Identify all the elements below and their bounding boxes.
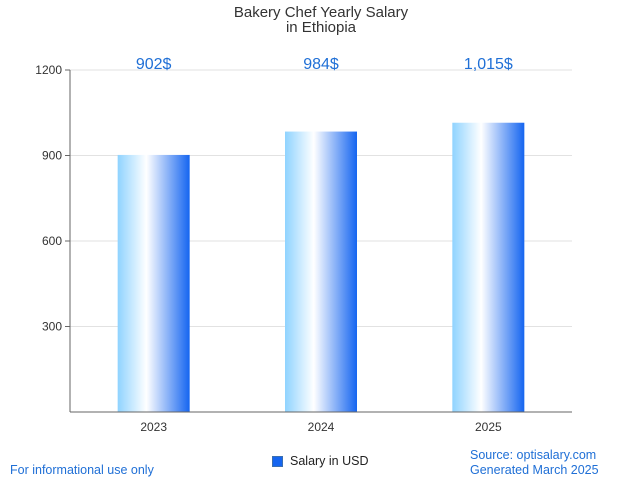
bar-2025 bbox=[452, 122, 525, 412]
chart-title-line-1: Bakery Chef Yearly Salary bbox=[234, 4, 409, 21]
legend-swatch bbox=[272, 455, 283, 467]
x-tick-label-2025: 2025 bbox=[475, 420, 502, 434]
legend-label: Salary in USD bbox=[290, 454, 369, 468]
source-text: Source: optisalary.com bbox=[470, 448, 597, 462]
data-label-2023: 902$ bbox=[136, 56, 172, 73]
source-info: Source: optisalary.com Generated March 2… bbox=[470, 448, 599, 478]
legend: Salary in USD bbox=[272, 454, 369, 468]
data-label-2024: 984$ bbox=[303, 56, 339, 73]
y-tick-label: 900 bbox=[42, 149, 62, 163]
y-tick-label: 300 bbox=[42, 320, 62, 334]
y-tick-label: 1200 bbox=[35, 63, 62, 77]
data-label-2025: 1,015$ bbox=[464, 56, 513, 73]
generated-text: Generated March 2025 bbox=[470, 463, 599, 477]
chart-title-line-2: in Ethiopia bbox=[286, 19, 357, 36]
bar-2024 bbox=[285, 131, 357, 412]
x-tick-label-2024: 2024 bbox=[308, 420, 335, 434]
disclaimer-text: For informational use only bbox=[10, 463, 154, 477]
x-tick-label-2023: 2023 bbox=[140, 420, 167, 434]
y-tick-label: 600 bbox=[42, 234, 62, 248]
bar-2023 bbox=[117, 154, 190, 412]
